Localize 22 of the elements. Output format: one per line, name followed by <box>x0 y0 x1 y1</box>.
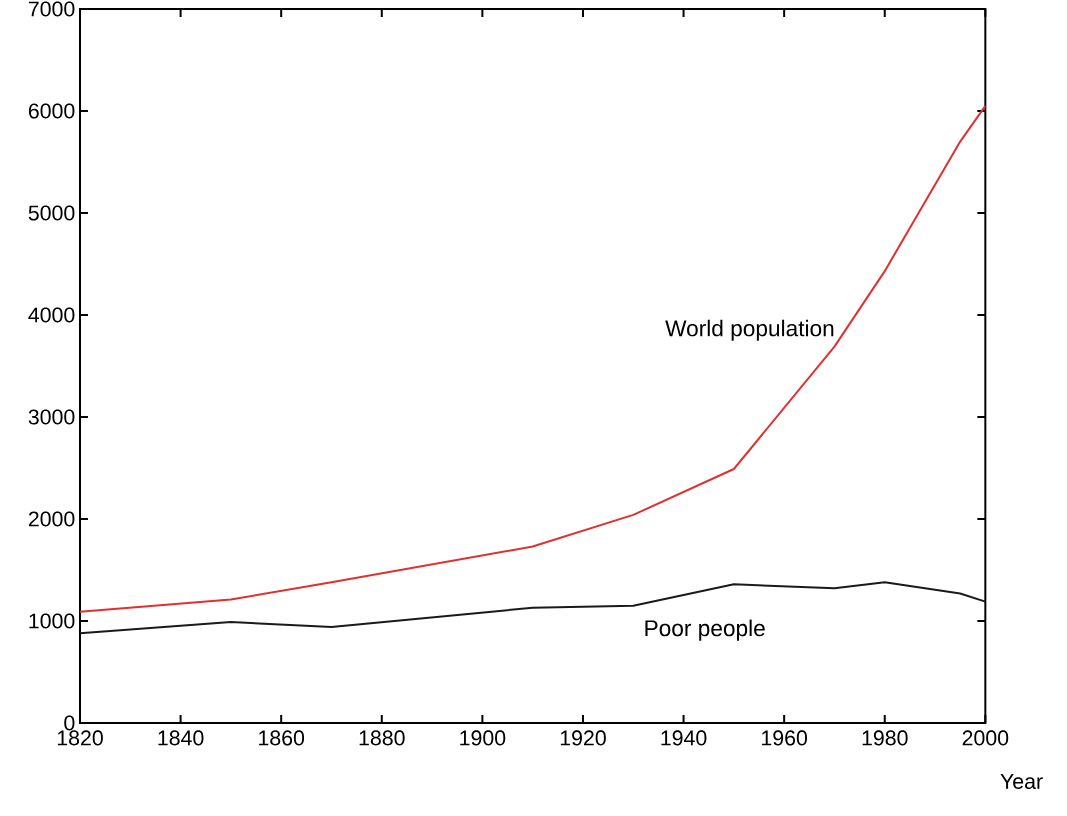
y-tick-label: 2000 <box>28 511 75 527</box>
x-tick-label: 1960 <box>762 730 808 746</box>
line-series <box>79 104 987 613</box>
y-tick-label: 7000 <box>28 1 75 17</box>
x-tick-label: 1900 <box>460 730 506 746</box>
y-tick-label: 3000 <box>28 409 75 425</box>
y-tick-label: 1000 <box>29 613 75 629</box>
series-label: World population <box>665 319 834 341</box>
x-tick-label: 1820 <box>57 730 103 746</box>
x-tick-label: 1860 <box>259 730 305 746</box>
x-tick-label: 1920 <box>560 730 606 746</box>
y-tick-label: 6000 <box>28 103 75 119</box>
y-tick-label: 0 <box>64 715 75 731</box>
x-tick-label: 2000 <box>962 730 1009 746</box>
x-tick-label: 1880 <box>359 730 405 746</box>
x-tick-label: 1840 <box>158 730 204 746</box>
x-tick-label: 1940 <box>661 730 707 746</box>
y-tick-label: 5000 <box>28 205 75 221</box>
y-tick-label: 4000 <box>28 307 75 323</box>
x-axis-title: Year <box>1000 774 1043 789</box>
series-label: Poor people <box>645 619 765 641</box>
x-tick-label: 1980 <box>862 730 908 746</box>
